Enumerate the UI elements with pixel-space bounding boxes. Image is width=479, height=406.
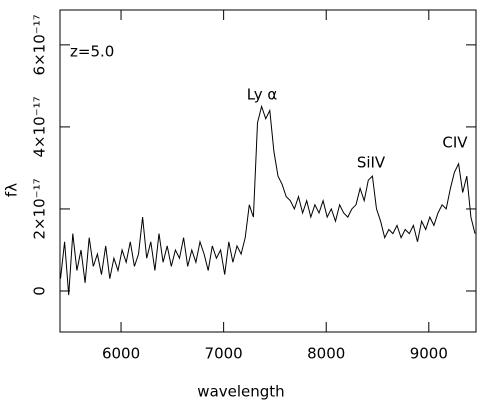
annotation: z=5.0 bbox=[70, 43, 114, 61]
y-tick-label: 0 bbox=[31, 286, 49, 296]
annotation: CIV bbox=[442, 134, 468, 152]
x-tick-label: 6000 bbox=[102, 345, 140, 363]
annotation: Ly α bbox=[247, 86, 278, 104]
x-tick-label: 7000 bbox=[205, 345, 243, 363]
spectrum-line bbox=[60, 104, 476, 296]
y-tick-label: 4×10⁻¹⁷ bbox=[31, 96, 49, 157]
x-axis-label: wavelength bbox=[197, 383, 284, 401]
x-tick-label: 8000 bbox=[307, 345, 345, 363]
y-tick-label: 2×10⁻¹⁷ bbox=[31, 178, 49, 239]
plot-frame bbox=[59, 9, 477, 333]
x-tick-label: 9000 bbox=[410, 345, 448, 363]
annotation: SiIV bbox=[357, 154, 386, 172]
y-tick-label: 6×10⁻¹⁷ bbox=[31, 14, 49, 75]
y-axis-label: fλ bbox=[3, 183, 21, 197]
